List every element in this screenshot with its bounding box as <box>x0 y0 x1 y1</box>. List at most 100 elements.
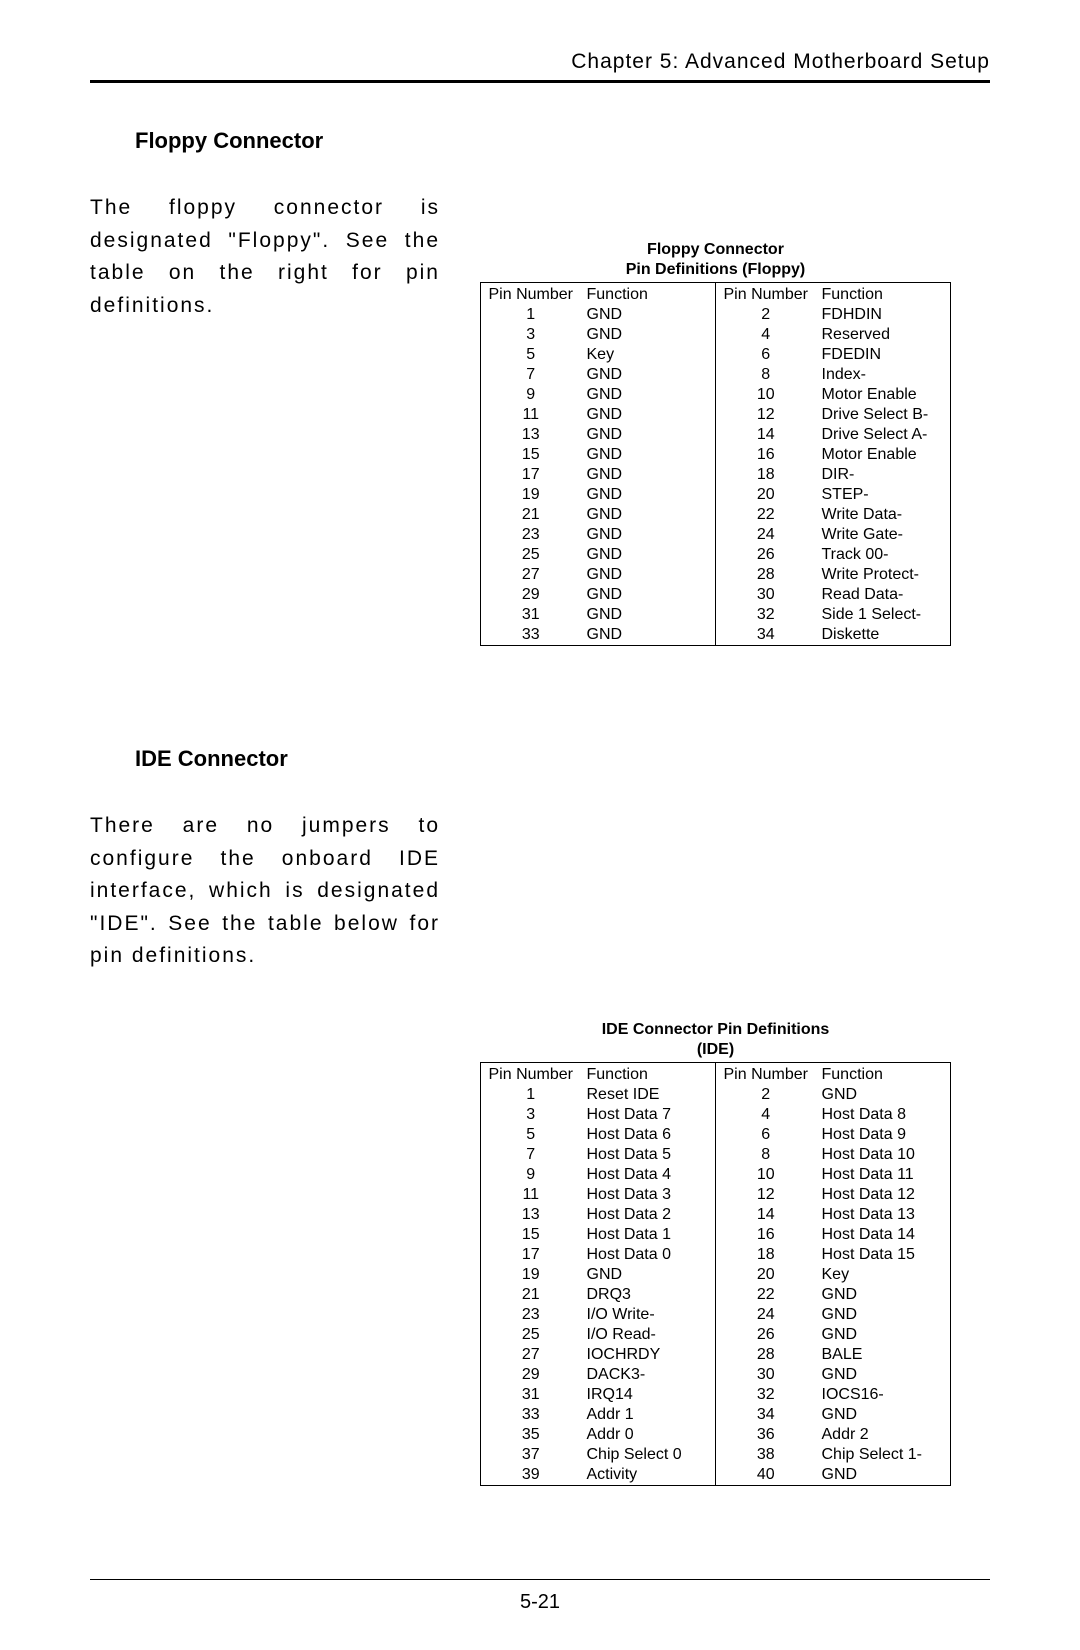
pin-number-cell: 8 <box>716 1145 816 1165</box>
function-cell: Host Data 7 <box>581 1105 716 1125</box>
col-function: Function <box>816 1063 951 1086</box>
col-pin-number: Pin Number <box>716 1063 816 1086</box>
pin-number-cell: 2 <box>716 305 816 325</box>
table-row: 25GND26Track 00- <box>481 545 951 565</box>
pin-number-cell: 27 <box>481 565 581 585</box>
pin-number-cell: 14 <box>716 425 816 445</box>
pin-number-cell: 18 <box>716 1245 816 1265</box>
function-cell: Chip Select 0 <box>581 1445 716 1465</box>
pin-number-cell: 11 <box>481 405 581 425</box>
function-cell: GND <box>581 605 716 625</box>
pin-number-cell: 19 <box>481 1265 581 1285</box>
function-cell: Host Data 14 <box>816 1225 951 1245</box>
pin-number-cell: 10 <box>716 1165 816 1185</box>
table-row: 37Chip Select 038Chip Select 1- <box>481 1445 951 1465</box>
table-row: 19GND20STEP- <box>481 485 951 505</box>
table-row: 11Host Data 312Host Data 12 <box>481 1185 951 1205</box>
function-cell: IOCS16- <box>816 1385 951 1405</box>
floppy-heading: Floppy Connector <box>135 128 990 154</box>
pin-number-cell: 29 <box>481 1365 581 1385</box>
pin-number-cell: 17 <box>481 465 581 485</box>
table-row: 13GND14Drive Select A- <box>481 425 951 445</box>
table-row: 7Host Data 58Host Data 10 <box>481 1145 951 1165</box>
pin-number-cell: 22 <box>716 505 816 525</box>
function-cell: Read Data- <box>816 585 951 605</box>
function-cell: Write Data- <box>816 505 951 525</box>
function-cell: GND <box>581 545 716 565</box>
function-cell: GND <box>581 465 716 485</box>
table-row: 23I/O Write-24GND <box>481 1305 951 1325</box>
function-cell: GND <box>581 365 716 385</box>
function-cell: Diskette <box>816 625 951 646</box>
function-cell: Key <box>581 345 716 365</box>
function-cell: IRQ14 <box>581 1385 716 1405</box>
pin-number-cell: 14 <box>716 1205 816 1225</box>
function-cell: Host Data 0 <box>581 1245 716 1265</box>
function-cell: Host Data 15 <box>816 1245 951 1265</box>
function-cell: I/O Read- <box>581 1325 716 1345</box>
table-row: 31GND32Side 1 Select- <box>481 605 951 625</box>
floppy-table-wrap: Floppy Connector Pin Definitions (Floppy… <box>480 240 951 646</box>
function-cell: GND <box>581 505 716 525</box>
pin-number-cell: 40 <box>716 1465 816 1486</box>
function-cell: Motor Enable <box>816 385 951 405</box>
ide-table-wrap: IDE Connector Pin Definitions (IDE) Pin … <box>480 1020 951 1486</box>
function-cell: Side 1 Select- <box>816 605 951 625</box>
table-row: 21DRQ322GND <box>481 1285 951 1305</box>
pin-number-cell: 25 <box>481 1325 581 1345</box>
table-row: 15GND16Motor Enable <box>481 445 951 465</box>
table-row: 17Host Data 018Host Data 15 <box>481 1245 951 1265</box>
pin-number-cell: 20 <box>716 485 816 505</box>
function-cell: GND <box>581 385 716 405</box>
function-cell: Drive Select A- <box>816 425 951 445</box>
table-row: 1GND2FDHDIN <box>481 305 951 325</box>
pin-number-cell: 23 <box>481 1305 581 1325</box>
pin-number-cell: 17 <box>481 1245 581 1265</box>
function-cell: Index- <box>816 365 951 385</box>
function-cell: Host Data 2 <box>581 1205 716 1225</box>
function-cell: GND <box>816 1085 951 1105</box>
function-cell: Write Protect- <box>816 565 951 585</box>
table-row: 5Key6FDEDIN <box>481 345 951 365</box>
function-cell: Host Data 13 <box>816 1205 951 1225</box>
pin-number-cell: 15 <box>481 1225 581 1245</box>
function-cell: FDHDIN <box>816 305 951 325</box>
pin-number-cell: 4 <box>716 1105 816 1125</box>
col-function: Function <box>816 283 951 306</box>
floppy-pin-table: Pin Number Function Pin Number Function … <box>480 282 951 646</box>
table-row: 27GND28Write Protect- <box>481 565 951 585</box>
col-pin-number: Pin Number <box>481 1063 581 1086</box>
table-row: 17GND18DIR- <box>481 465 951 485</box>
ide-section: There are no jumpers to configure the on… <box>90 810 990 1486</box>
table-row: 9GND10Motor Enable <box>481 385 951 405</box>
pin-number-cell: 1 <box>481 305 581 325</box>
ide-text: There are no jumpers to configure the on… <box>90 810 440 973</box>
pin-number-cell: 18 <box>716 465 816 485</box>
function-cell: Host Data 10 <box>816 1145 951 1165</box>
pin-number-cell: 33 <box>481 625 581 646</box>
floppy-text: The floppy connector is designated "Flop… <box>90 192 440 322</box>
table-row: 25I/O Read-26GND <box>481 1325 951 1345</box>
pin-number-cell: 7 <box>481 365 581 385</box>
table-title-line: (IDE) <box>697 1041 734 1058</box>
function-cell: Host Data 12 <box>816 1185 951 1205</box>
pin-number-cell: 31 <box>481 1385 581 1405</box>
pin-number-cell: 27 <box>481 1345 581 1365</box>
function-cell: DRQ3 <box>581 1285 716 1305</box>
col-function: Function <box>581 283 716 306</box>
page-number: 5-21 <box>0 1591 1080 1614</box>
pin-number-cell: 6 <box>716 1125 816 1145</box>
pin-number-cell: 13 <box>481 1205 581 1225</box>
table-row: 33GND34Diskette <box>481 625 951 646</box>
function-cell: Host Data 1 <box>581 1225 716 1245</box>
function-cell: Addr 2 <box>816 1425 951 1445</box>
pin-number-cell: 21 <box>481 1285 581 1305</box>
pin-number-cell: 4 <box>716 325 816 345</box>
pin-number-cell: 34 <box>716 1405 816 1425</box>
table-title-line: Floppy Connector <box>647 241 784 258</box>
col-function: Function <box>581 1063 716 1086</box>
function-cell: Host Data 9 <box>816 1125 951 1145</box>
ide-table-title: IDE Connector Pin Definitions (IDE) <box>480 1020 951 1060</box>
table-row: 29DACK3-30GND <box>481 1365 951 1385</box>
pin-number-cell: 26 <box>716 545 816 565</box>
